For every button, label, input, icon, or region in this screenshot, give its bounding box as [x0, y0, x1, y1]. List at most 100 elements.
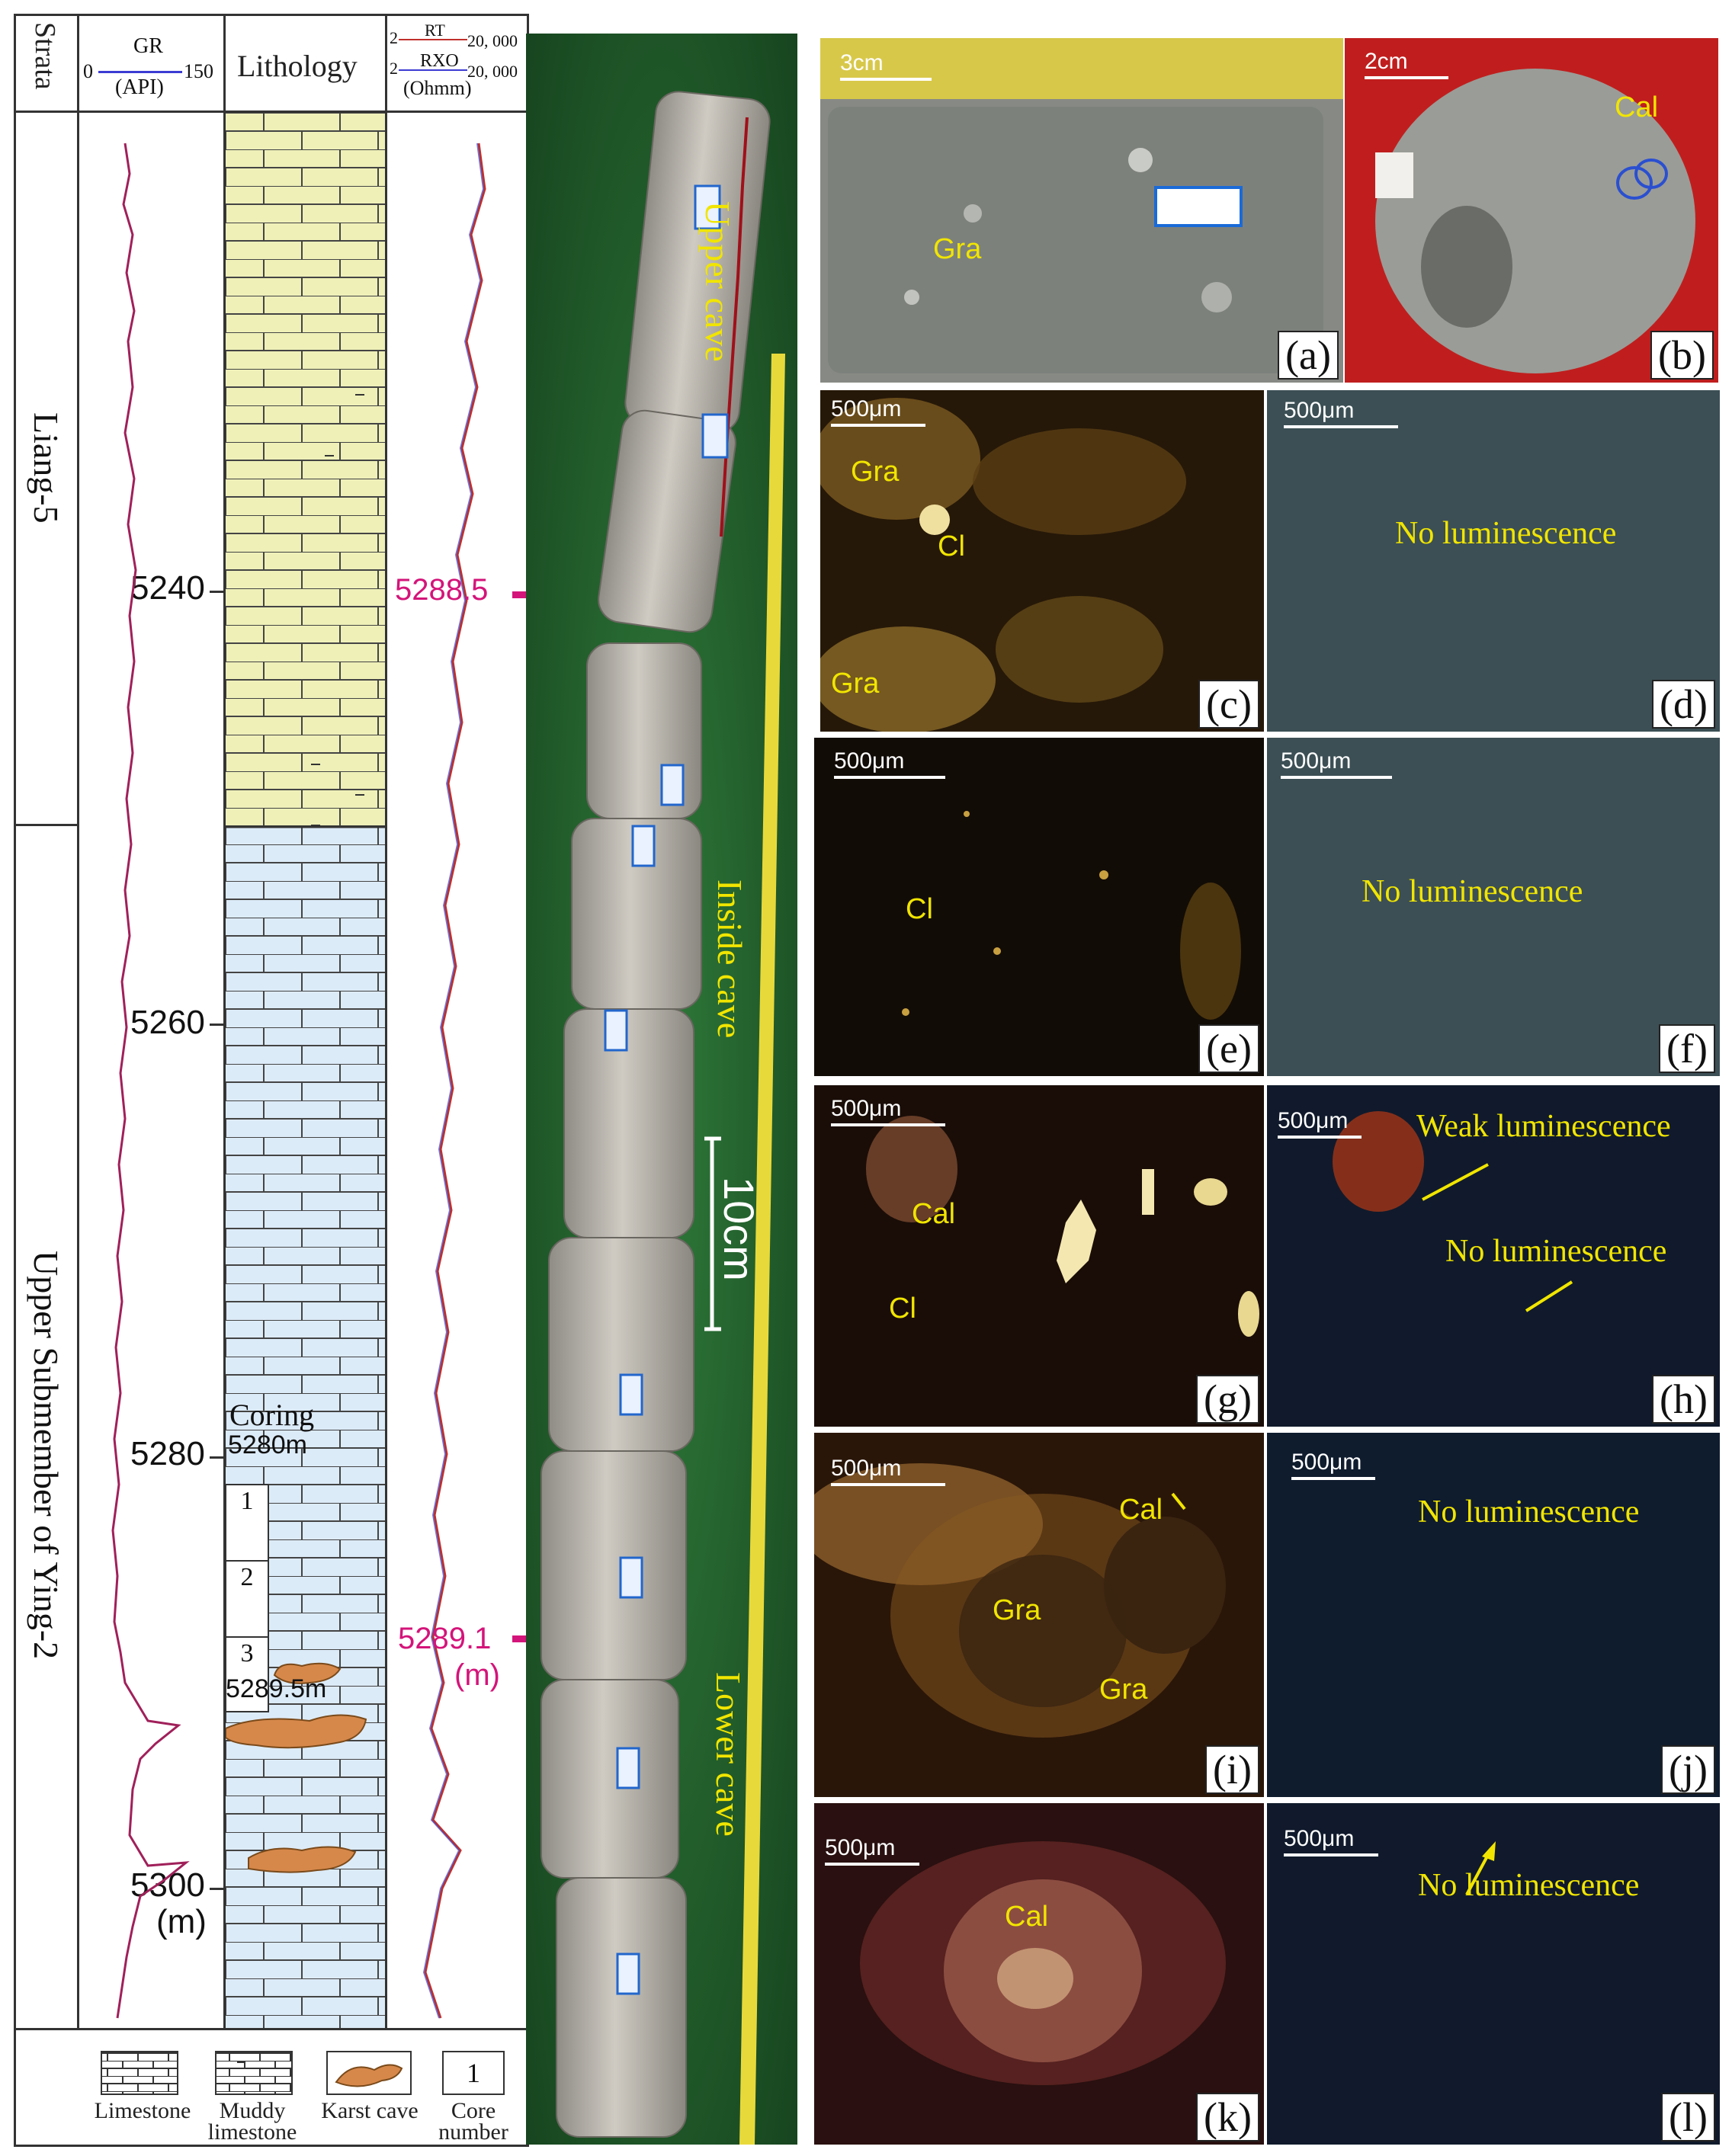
legend-muddy-label: Muddy limestone: [207, 2098, 297, 2145]
panel-l: 500μm No luminescence (l): [1267, 1803, 1720, 2145]
section-lower-cave: Lower cave: [709, 1672, 748, 1837]
gr-curve: [111, 143, 190, 2019]
thin-section-c: [820, 398, 1186, 732]
scale-h: 500μm: [1278, 1108, 1362, 1139]
annotation-cl-g: Cl: [889, 1293, 916, 1325]
core-photo: Upper cave Inside cave Lower cave 10cm: [526, 34, 797, 2145]
scale-f: 500μm: [1281, 748, 1392, 779]
annotation-cal-g: Cal: [912, 1198, 956, 1230]
annotation-gra-c1: Gra: [851, 456, 900, 488]
panel-label-g: (g): [1196, 1375, 1259, 1424]
tick-mark: [210, 1024, 223, 1026]
thin-section-g: [866, 1116, 1259, 1337]
karst-cave-3: [248, 1846, 357, 1873]
legend: [101, 2051, 505, 2095]
thin-section-i: [814, 1463, 1226, 1738]
lithology-column: [226, 113, 385, 2028]
scale-d: 500μm: [1284, 398, 1398, 428]
panel-g: 500μm Cal Cl (g): [814, 1085, 1264, 1427]
scale-a: 3cm: [840, 50, 932, 81]
panel-label-k: (k): [1196, 2093, 1259, 2142]
panel-c: 500μm Gra Cl Gra (c): [820, 390, 1264, 732]
panel-f: 500μm No luminescence (f): [1267, 738, 1720, 1076]
header-divider: [16, 111, 527, 113]
panel-label-e: (e): [1198, 1024, 1259, 1073]
strata-liang5: Liang-5: [27, 412, 66, 524]
panel-j: 500μm No luminescence (j): [1267, 1433, 1720, 1797]
annotation-no-lum-h: No luminescence: [1445, 1234, 1667, 1269]
section-inside-cave: Inside cave: [710, 879, 749, 1039]
depth-tick-5260: 5260: [130, 1004, 205, 1041]
ruler: [820, 38, 1343, 99]
gr-line: [98, 71, 182, 73]
panel-label-d: (d): [1652, 680, 1715, 729]
scale-e: 500μm: [834, 748, 945, 779]
core-photo-image: [526, 34, 797, 2145]
annotation-cal-b: Cal: [1615, 91, 1659, 123]
marker-unit: (m): [454, 1658, 500, 1692]
panel-h: 500μm Weak luminescence No luminescence …: [1267, 1085, 1720, 1427]
annotation-gra-a: Gra: [933, 233, 982, 265]
panel-label-f: (f): [1659, 1024, 1715, 1073]
rt-line: [399, 39, 467, 40]
annotation-cl-e: Cl: [906, 893, 933, 925]
annotation-no-lum-d: No luminescence: [1395, 516, 1617, 551]
scale-c: 500μm: [831, 396, 925, 427]
panel-label-b: (b): [1650, 331, 1714, 380]
legend-divider: [16, 2028, 527, 2030]
section-upper-cave: Upper cave: [698, 201, 737, 362]
strata-ying2: Upper Submember of Ying-2: [27, 1251, 66, 1660]
annotation-gra-i1: Gra: [993, 1594, 1041, 1626]
annotation-cl-c: Cl: [938, 530, 965, 562]
legend-core-swatch: [442, 2051, 505, 2095]
depth-unit: (m): [156, 1903, 207, 1940]
panel-k: 500μm Cal (k): [814, 1803, 1264, 2145]
resistivity-curves: [422, 143, 486, 2019]
tick-mark: [210, 1888, 223, 1890]
strata-divider: [16, 824, 77, 826]
core-boxes: [226, 1484, 269, 1712]
col-divider: [223, 16, 226, 2028]
scale-g: 500μm: [831, 1096, 945, 1126]
thin-section-k: [860, 1841, 1226, 2085]
thin-section-e: [902, 811, 1241, 1020]
panel-label-c: (c): [1198, 680, 1259, 729]
scale-j: 500μm: [1291, 1450, 1375, 1480]
core-sample-a: [828, 107, 1323, 373]
depth-tick-5280: 5280: [130, 1435, 205, 1472]
legend-limestone-label: Limestone: [94, 2098, 191, 2123]
panel-e: 500μm Cl (e): [814, 738, 1264, 1076]
annotation-gra-i2: Gra: [1099, 1674, 1148, 1706]
annotation-cal-i: Cal: [1119, 1494, 1163, 1526]
panel-label-a: (a): [1278, 331, 1339, 380]
legend-karst-label: Karst cave: [321, 2098, 419, 2123]
resistivity-header: 2 RT 20, 000 2 RXO 20, 000 (Ohmm): [390, 21, 518, 99]
gr-unit: (API): [115, 75, 164, 99]
well-log-panel: Strata GR 0 150 (API) Lithology 2 RT 20,…: [14, 14, 529, 2147]
marker-5288-5: 5288.5: [395, 573, 489, 607]
panel-d: 500μm No luminescence (d): [1267, 390, 1720, 732]
annotation-no-lum-l: No luminescence: [1418, 1868, 1640, 1903]
scale-10cm: 10cm: [715, 1177, 763, 1281]
panel-a: 3cm Gra (a): [820, 38, 1343, 383]
core-sample-b: [1375, 69, 1695, 373]
depth-tick-5240: 5240: [130, 569, 205, 607]
coring-bottom: 5289.5m: [226, 1674, 327, 1703]
annotation-cal-k: Cal: [1005, 1901, 1049, 1933]
scale-k: 500μm: [825, 1835, 919, 1866]
marker-5289-1: 5289.1: [398, 1622, 492, 1655]
panel-label-i: (i): [1205, 1745, 1259, 1794]
thin-section-l: [1465, 1841, 1496, 1895]
core-number-1: 1: [240, 1487, 254, 1515]
depth-tick-5300: 5300: [130, 1866, 205, 1904]
gr-max: 150: [184, 60, 213, 82]
scale-b: 2cm: [1365, 49, 1448, 79]
col-divider: [385, 16, 387, 2028]
panel-label-l: (l): [1661, 2093, 1715, 2142]
annotation-gra-c2: Gra: [831, 668, 880, 700]
rxo-line: [399, 69, 467, 71]
lithology-header: Lithology: [237, 49, 358, 83]
annotation-no-lum-f: No luminescence: [1362, 874, 1583, 909]
legend-core-symbol: 1: [467, 2058, 480, 2088]
karst-cave-2: [226, 1714, 367, 1749]
